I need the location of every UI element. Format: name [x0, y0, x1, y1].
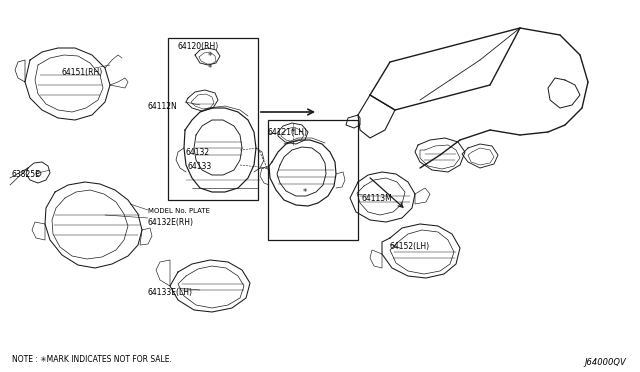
Text: 64133E(LH): 64133E(LH) [148, 288, 193, 297]
Bar [168, 38, 258, 200]
Text: 64113M: 64113M [362, 194, 393, 203]
Text: 64120(RH): 64120(RH) [178, 42, 220, 51]
Text: MODEL No. PLATE: MODEL No. PLATE [148, 208, 210, 214]
Text: *: * [303, 189, 307, 198]
Text: 64121(LH): 64121(LH) [268, 128, 308, 137]
Text: *: * [208, 64, 212, 73]
Text: *: * [208, 52, 212, 61]
Text: 64132E(RH): 64132E(RH) [148, 218, 194, 227]
Text: *: * [291, 128, 295, 138]
Text: 64151(RH): 64151(RH) [62, 68, 103, 77]
Text: 63825E: 63825E [12, 170, 41, 179]
Text: 64133: 64133 [188, 162, 212, 171]
Text: 64112N: 64112N [148, 102, 178, 111]
Text: NOTE : ✳MARK INDICATES NOT FOR SALE.: NOTE : ✳MARK INDICATES NOT FOR SALE. [12, 355, 172, 364]
Bar [268, 120, 358, 240]
Text: J64000QV: J64000QV [584, 358, 626, 367]
Text: 64132: 64132 [186, 148, 210, 157]
Text: 64152(LH): 64152(LH) [390, 242, 430, 251]
